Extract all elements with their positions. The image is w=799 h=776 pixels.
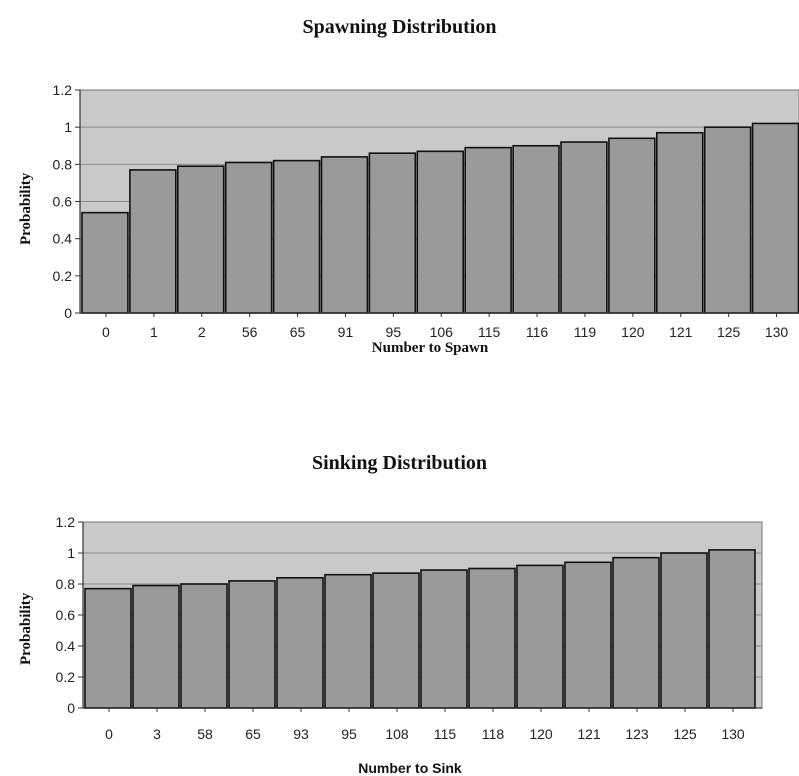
x-tick-label: 56 <box>242 324 258 340</box>
bar <box>608 137 656 314</box>
bar <box>660 552 708 709</box>
x-tick-label: 125 <box>673 726 697 742</box>
bar <box>228 580 276 709</box>
x-tick-label: 93 <box>293 726 309 742</box>
x-tick-label: 125 <box>717 324 741 340</box>
x-tick-label: 2 <box>198 324 206 340</box>
bar <box>81 211 129 314</box>
spawning-distribution-chart: Spawning Distribution Probability Number… <box>0 0 799 380</box>
bar <box>84 587 132 709</box>
y-tick-label: 0.6 <box>56 607 76 623</box>
bar <box>320 156 369 314</box>
x-tick-label: 58 <box>197 726 213 742</box>
y-tick-label: 0.2 <box>53 268 73 284</box>
x-tick-label: 115 <box>434 726 457 742</box>
bar <box>751 122 799 314</box>
bar <box>224 161 273 314</box>
x-tick-label: 108 <box>385 726 409 742</box>
bar <box>368 152 417 314</box>
y-tick-label: 0 <box>64 305 72 321</box>
y-tick-label: 0.6 <box>53 194 73 210</box>
x-tick-label: 116 <box>526 324 549 340</box>
y-tick-label: 0.8 <box>53 156 73 172</box>
bar <box>420 569 468 709</box>
x-tick-label: 1 <box>150 324 158 340</box>
bar <box>708 549 756 709</box>
x-tick-label: 95 <box>341 726 357 742</box>
x-tick-label: 0 <box>105 726 113 742</box>
y-tick-label: 0.8 <box>56 576 76 592</box>
x-tick-label: 106 <box>430 324 454 340</box>
x-tick-label: 115 <box>478 324 501 340</box>
x-tick-label: 91 <box>338 324 354 340</box>
x-tick-label: 123 <box>625 726 649 742</box>
x-tick-label: 130 <box>765 324 789 340</box>
x-tick-label: 3 <box>153 726 161 742</box>
bar <box>129 169 177 314</box>
y-tick-label: 1.2 <box>53 82 73 98</box>
bar <box>372 572 420 709</box>
y-tick-label: 1.2 <box>56 514 76 530</box>
bar <box>655 131 704 314</box>
x-tick-label: 65 <box>290 324 306 340</box>
x-tick-label: 121 <box>577 726 601 742</box>
y-tick-label: 0 <box>67 700 75 716</box>
y-tick-label: 0.4 <box>56 638 76 654</box>
bar <box>464 146 512 314</box>
chart-title: Spawning Distribution <box>302 16 497 38</box>
bar <box>564 561 612 709</box>
y-tick-label: 0.4 <box>53 231 73 247</box>
bar <box>560 141 608 314</box>
x-tick-label: 95 <box>386 324 402 340</box>
bar <box>180 583 228 709</box>
x-tick-label: 121 <box>669 324 693 340</box>
bar <box>272 159 321 314</box>
bar <box>468 567 516 709</box>
x-tick-label: 120 <box>621 324 645 340</box>
bar <box>612 556 660 709</box>
y-tick-label: 1 <box>67 545 75 561</box>
y-tick-label: 0.2 <box>56 669 76 685</box>
chart-plot: 0 0.2 0.4 0.6 0.8 1 1.2 0 1 2 56 65 91 95 106 115 116 119… <box>53 82 799 340</box>
bar <box>177 165 225 314</box>
x-tick-label: 120 <box>529 726 553 742</box>
x-axis-label: Number to Spawn <box>371 340 489 356</box>
x-axis-label: Number to Sink <box>358 760 462 776</box>
bar <box>276 576 324 709</box>
bar <box>516 564 564 709</box>
bar <box>324 573 372 709</box>
x-tick-label: 65 <box>245 726 261 742</box>
x-tick-label: 119 <box>574 324 597 340</box>
bar <box>416 150 464 314</box>
x-tick-label: 118 <box>482 726 505 742</box>
bar <box>132 584 180 709</box>
y-tick-label: 1 <box>64 119 72 135</box>
chart-title: Sinking Distribution <box>311 452 488 474</box>
bar <box>512 144 560 314</box>
x-tick-label: 0 <box>102 324 110 340</box>
x-tick-label: 130 <box>721 726 745 742</box>
